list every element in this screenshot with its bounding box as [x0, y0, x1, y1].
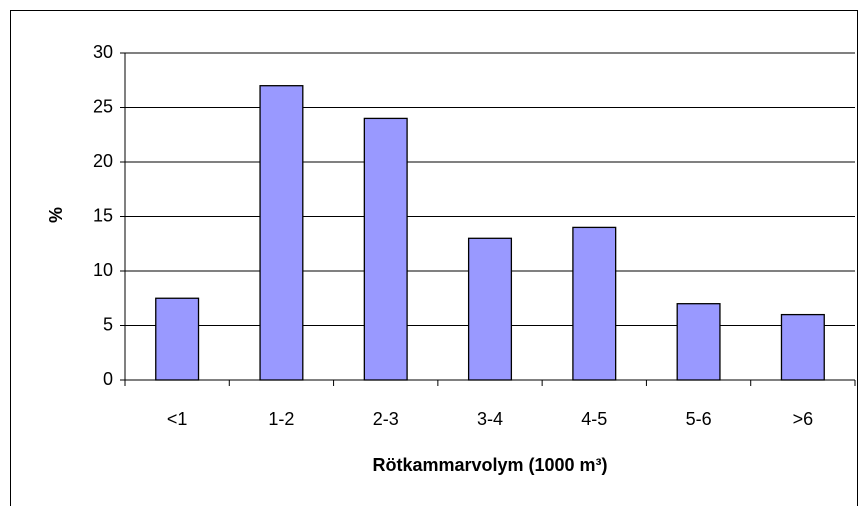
y-tick-label: 25: [93, 96, 113, 116]
x-tick-label: >6: [793, 409, 814, 429]
x-axis-label: Rötkammarvolym (1000 m³): [372, 455, 607, 475]
y-axis-label: %: [46, 207, 66, 223]
y-tick-label: 10: [93, 260, 113, 280]
bar: [259, 85, 304, 381]
x-tick-label: 2-3: [373, 409, 399, 429]
bar: [363, 117, 408, 381]
x-tick-label: 3-4: [477, 409, 503, 429]
y-tick-label: 15: [93, 205, 113, 225]
y-tick-label: 5: [103, 314, 113, 334]
bar: [676, 303, 721, 381]
bar: [780, 313, 825, 381]
y-tick-label: 20: [93, 151, 113, 171]
bar: [572, 226, 617, 381]
x-tick-label: <1: [167, 409, 188, 429]
bar: [467, 237, 513, 381]
y-tick-label: 30: [93, 42, 113, 62]
y-tick-label: 0: [103, 369, 113, 389]
chart-border: [10, 10, 858, 506]
x-tick-label: 1-2: [268, 409, 294, 429]
x-tick-label: 4-5: [581, 409, 607, 429]
bar: [155, 297, 200, 381]
x-tick-label: 5-6: [686, 409, 712, 429]
